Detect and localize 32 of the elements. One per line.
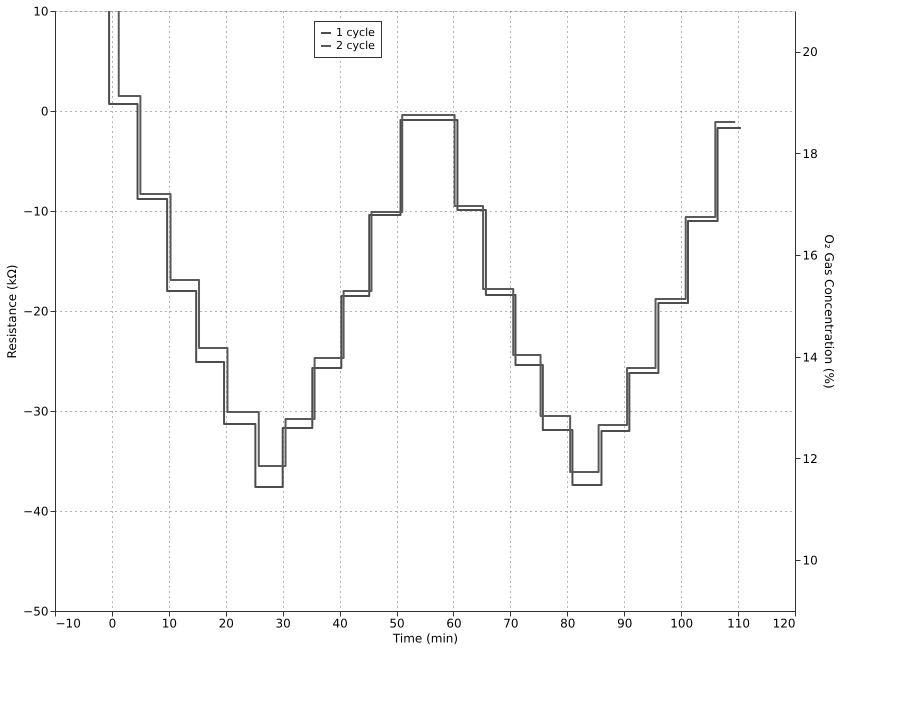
x-tick-label: 80 — [560, 616, 576, 630]
x-tick-label: −10 — [56, 616, 81, 630]
x-tick-label: 70 — [503, 616, 519, 630]
y-tick-label: 0 — [40, 104, 48, 118]
y-tick-label: −50 — [23, 604, 48, 618]
legend-label: 2 cycle — [336, 39, 376, 52]
y2-axis-title: O₂ Gas Concentration (%) — [822, 234, 836, 389]
y-axis-title: Resistance (kΩ) — [5, 264, 20, 358]
legend-label: 1 cycle — [336, 26, 376, 39]
y2-tick-label: 10 — [802, 554, 818, 568]
y2-tick-label: 16 — [802, 248, 818, 263]
y-tick-label: −10 — [23, 204, 48, 218]
x-tick-label: 10 — [162, 616, 177, 630]
x-tick-label: 50 — [389, 616, 405, 630]
y2-tick-label: 14 — [802, 350, 818, 364]
x-tick-label: 100 — [670, 616, 694, 630]
y-tick-label: −40 — [23, 504, 48, 518]
y-tick-label: −20 — [23, 304, 48, 318]
y2-tick-label: 18 — [802, 146, 818, 161]
x-tick-label: 0 — [108, 616, 116, 630]
x-tick-label: 90 — [617, 616, 632, 630]
x-axis-title: Time (min) — [392, 632, 458, 646]
x-tick-label: 40 — [332, 616, 348, 630]
x-tick-label: 120 — [772, 616, 796, 630]
y2-tick-label: 12 — [802, 452, 818, 466]
x-tick-label: 30 — [276, 616, 291, 630]
y2-tick-label: 20 — [802, 45, 818, 60]
y-tick-label: −30 — [23, 404, 48, 418]
x-tick-label: 110 — [727, 616, 750, 630]
x-tick-label: 60 — [446, 616, 462, 630]
y-tick-label: 10 — [33, 4, 48, 18]
x-tick-label: 20 — [218, 616, 234, 630]
